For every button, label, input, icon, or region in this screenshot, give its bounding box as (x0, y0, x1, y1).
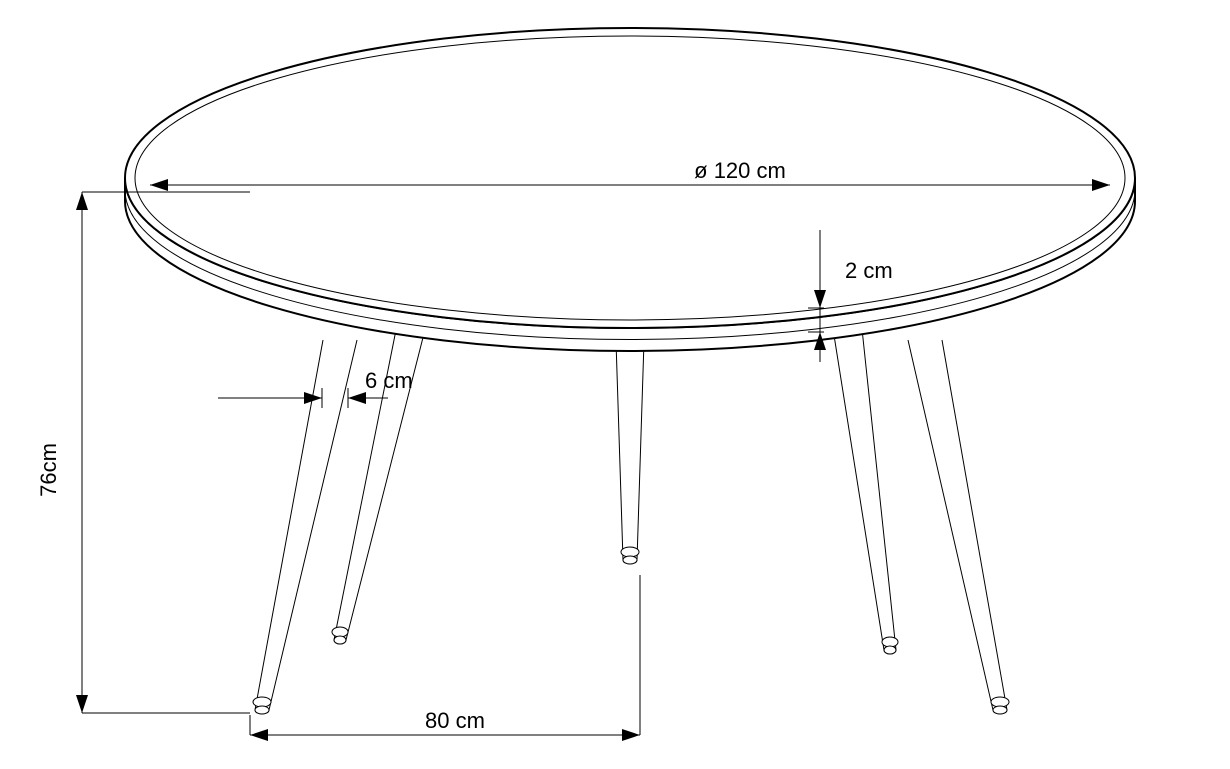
table-drawing (125, 28, 1135, 714)
dim-legwidth-label: 6 cm (365, 368, 413, 393)
dim-thickness-label: 2 cm (845, 258, 893, 283)
dim-diameter-label: ø 120 cm (694, 158, 786, 183)
table-leg (830, 310, 898, 654)
table-top-outer (125, 28, 1135, 328)
dim-legspan-label: 80 cm (425, 708, 485, 733)
dim-height-label: 76cm (36, 443, 61, 497)
table-leg (908, 340, 1009, 714)
table-dimension-diagram: ø 120 cm 76cm 2 cm 6 cm 80 cm (0, 0, 1230, 769)
